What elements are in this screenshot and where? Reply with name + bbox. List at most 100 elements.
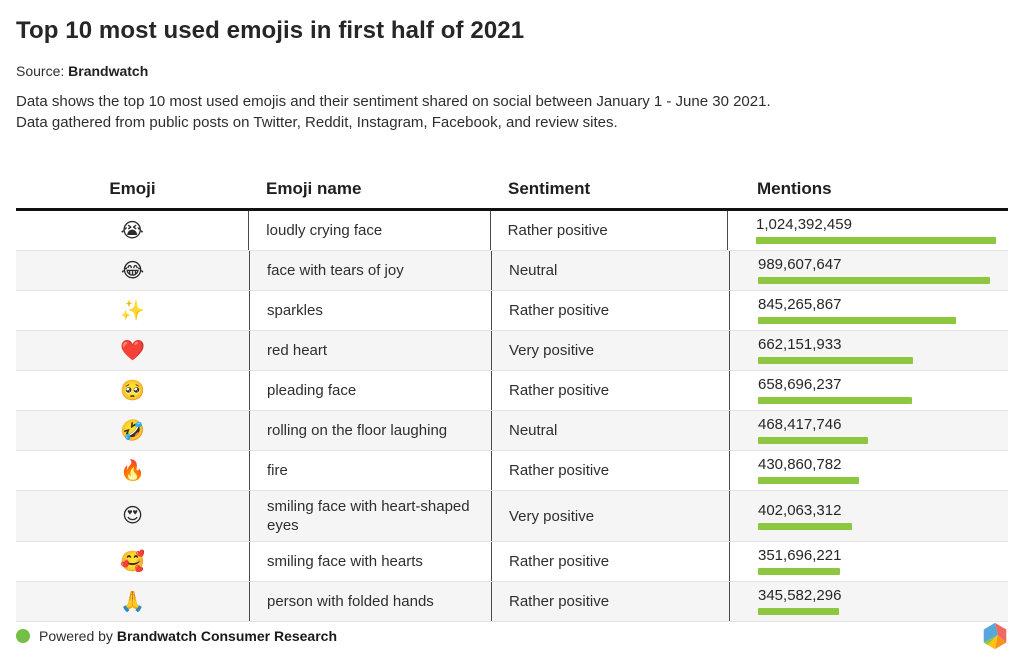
source-name: Brandwatch bbox=[68, 63, 149, 79]
table-row: 🔥 fire Rather positive 430,860,782 bbox=[16, 451, 1008, 491]
mentions-value: 1,024,392,459 bbox=[756, 216, 852, 233]
table-body: 😭 loudly crying face Rather positive 1,0… bbox=[16, 211, 1008, 622]
emoji-name-cell: loudly crying face bbox=[248, 211, 489, 250]
emoji-icon: 🤣 bbox=[120, 419, 145, 442]
emoji-icon: ❤️ bbox=[120, 339, 145, 362]
sentiment-cell: Rather positive bbox=[491, 371, 729, 410]
emoji-cell: ✨ bbox=[16, 291, 249, 330]
table-row: 🙏 person with folded hands Rather positi… bbox=[16, 582, 1008, 622]
mention-bar bbox=[758, 522, 852, 530]
mentions-value: 662,151,933 bbox=[758, 336, 842, 353]
emoji-cell: 🤣 bbox=[16, 411, 249, 450]
emoji-icon: ✨ bbox=[120, 299, 145, 322]
emoji-name-cell: red heart bbox=[249, 331, 491, 370]
emoji-name-cell: pleading face bbox=[249, 371, 491, 410]
mention-bar bbox=[758, 277, 990, 284]
mention-bar bbox=[758, 477, 859, 484]
source-label: Source: bbox=[16, 63, 65, 79]
brandwatch-logo-icon bbox=[983, 622, 1007, 650]
mentions-value: 845,265,867 bbox=[758, 296, 842, 313]
emoji-cell: 😂 bbox=[16, 251, 249, 290]
table-row: ✨ sparkles Rather positive 845,265,867 bbox=[16, 291, 1008, 331]
emoji-name-cell: smiling face with heart-shaped eyes bbox=[249, 491, 491, 541]
emoji-name-cell: person with folded hands bbox=[249, 582, 491, 621]
emoji-cell: 🙏 bbox=[16, 582, 249, 621]
mentions-cell: 1,024,392,459 bbox=[727, 211, 1008, 250]
mentions-cell: 430,860,782 bbox=[729, 451, 1008, 490]
emoji-cell: 🥺 bbox=[16, 371, 249, 410]
emoji-cell: 😍 bbox=[16, 491, 249, 541]
mentions-value: 351,696,221 bbox=[758, 547, 842, 564]
mentions-value: 345,582,296 bbox=[758, 587, 842, 604]
mentions-value: 430,860,782 bbox=[758, 456, 842, 473]
mentions-value: 658,696,237 bbox=[758, 376, 842, 393]
sentiment-cell: Neutral bbox=[491, 251, 729, 290]
emoji-cell: 🔥 bbox=[16, 451, 249, 490]
emoji-name-cell: smiling face with hearts bbox=[249, 542, 491, 581]
emoji-icon: 😍 bbox=[122, 505, 143, 527]
powered-by-text: Powered by Brandwatch Consumer Research bbox=[39, 628, 337, 644]
table-row: 😂 face with tears of joy Neutral 989,607… bbox=[16, 251, 1008, 291]
emoji-icon: 🔥 bbox=[120, 459, 145, 482]
emoji-name-cell: sparkles bbox=[249, 291, 491, 330]
mentions-value: 989,607,647 bbox=[758, 256, 842, 273]
brand-name: Brandwatch Consumer Research bbox=[116, 628, 338, 644]
emoji-cell: 😭 bbox=[16, 211, 248, 250]
emoji-icon: 😭 bbox=[120, 219, 144, 242]
column-header-mentions: Mentions bbox=[757, 179, 832, 198]
mentions-cell: 351,696,221 bbox=[729, 542, 1008, 581]
description-line-2: Data gathered from public posts on Twitt… bbox=[16, 114, 618, 131]
mentions-value: 468,417,746 bbox=[758, 416, 842, 433]
emoji-icon: 🥺 bbox=[120, 379, 145, 402]
mention-bar bbox=[758, 397, 912, 404]
description: Data shows the top 10 most used emojis a… bbox=[16, 91, 1008, 133]
mentions-cell: 468,417,746 bbox=[729, 411, 1008, 450]
mention-bar bbox=[758, 357, 913, 364]
emoji-icon: 😂 bbox=[120, 259, 145, 282]
table-row: 🥺 pleading face Rather positive 658,696,… bbox=[16, 371, 1008, 411]
table-row: 🥰 smiling face with hearts Rather positi… bbox=[16, 542, 1008, 582]
sentiment-cell: Rather positive bbox=[491, 542, 729, 581]
emoji-icon: 🥰 bbox=[120, 550, 145, 573]
source-line: Source: Brandwatch bbox=[16, 63, 1008, 79]
sentiment-cell: Rather positive bbox=[491, 291, 729, 330]
column-header-emoji: Emoji bbox=[109, 179, 156, 198]
table-row: 😭 loudly crying face Rather positive 1,0… bbox=[16, 211, 1008, 251]
mention-bar bbox=[758, 608, 839, 615]
description-line-1: Data shows the top 10 most used emojis a… bbox=[16, 93, 771, 110]
sentiment-cell: Rather positive bbox=[489, 211, 727, 250]
mention-bar bbox=[758, 317, 956, 324]
column-header-emoji-name: Emoji name bbox=[266, 179, 362, 198]
emoji-name-cell: face with tears of joy bbox=[249, 251, 491, 290]
emoji-cell: ❤️ bbox=[16, 331, 249, 370]
mention-bar bbox=[756, 237, 996, 244]
sentiment-cell: Very positive bbox=[491, 491, 729, 541]
mention-bar bbox=[758, 437, 868, 444]
table-row: 🤣 rolling on the floor laughing Neutral … bbox=[16, 411, 1008, 451]
table-row: ❤️ red heart Very positive 662,151,933 bbox=[16, 331, 1008, 371]
powered-by-label: Powered by bbox=[39, 628, 117, 644]
column-header-sentiment: Sentiment bbox=[508, 179, 591, 198]
sentiment-cell: Neutral bbox=[491, 411, 729, 450]
table-header-row: Emoji Emoji name Sentiment Mentions bbox=[16, 179, 1008, 211]
emoji-name-cell: fire bbox=[249, 451, 491, 490]
footer: Powered by Brandwatch Consumer Research bbox=[16, 622, 1008, 650]
sentiment-cell: Rather positive bbox=[491, 451, 729, 490]
sentiment-cell: Very positive bbox=[491, 331, 729, 370]
mentions-cell: 845,265,867 bbox=[729, 291, 1008, 330]
emoji-cell: 🥰 bbox=[16, 542, 249, 581]
page-title: Top 10 most used emojis in first half of… bbox=[16, 17, 525, 44]
mention-bar bbox=[758, 568, 840, 575]
sentiment-cell: Rather positive bbox=[491, 582, 729, 621]
green-dot-icon bbox=[16, 629, 30, 643]
emoji-name-cell: rolling on the floor laughing bbox=[249, 411, 491, 450]
mentions-cell: 989,607,647 bbox=[729, 251, 1008, 290]
mentions-cell: 662,151,933 bbox=[729, 331, 1008, 370]
emoji-table: Emoji Emoji name Sentiment Mentions 😭 lo… bbox=[16, 179, 1008, 622]
mentions-cell: 402,063,312 bbox=[729, 491, 1008, 541]
mentions-value: 402,063,312 bbox=[758, 501, 842, 519]
mentions-cell: 658,696,237 bbox=[729, 371, 1008, 410]
mentions-cell: 345,582,296 bbox=[729, 582, 1008, 621]
table-row: 😍 smiling face with heart-shaped eyes Ve… bbox=[16, 491, 1008, 542]
